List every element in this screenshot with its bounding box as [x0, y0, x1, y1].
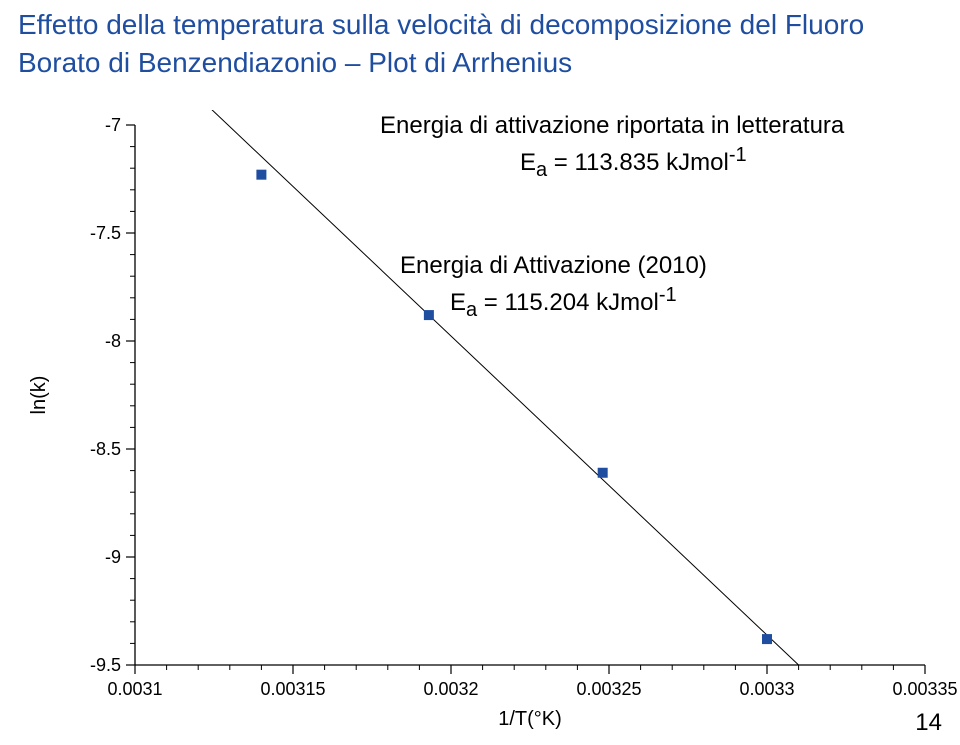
note-literature: Energia di attivazione riportata in lett…	[380, 110, 844, 184]
note-2010-line1: Energia di Attivazione (2010)	[400, 252, 707, 279]
svg-text:0.00315: 0.00315	[260, 679, 325, 699]
svg-text:-9.5: -9.5	[90, 655, 121, 675]
note-literature-line1: Energia di attivazione riportata in lett…	[380, 112, 844, 139]
svg-text:0.0032: 0.0032	[423, 679, 478, 699]
svg-text:0.00325: 0.00325	[576, 679, 641, 699]
svg-text:-8: -8	[105, 331, 121, 351]
page-number: 14	[915, 709, 942, 737]
arrhenius-plot: 0.0031 0.00315 0.0032 0.00325 0.0033 0.00335 -…	[0, 110, 960, 745]
svg-text:-7.5: -7.5	[90, 223, 121, 243]
page-title: Effetto della temperatura sulla velocità…	[0, 0, 960, 82]
title-text: Effetto della temperatura sulla velocità…	[18, 9, 864, 78]
svg-text:0.0031: 0.0031	[107, 679, 162, 699]
svg-text:-7: -7	[105, 115, 121, 135]
note-2010: Energia di Attivazione (2010) Ea = 115.2…	[400, 250, 707, 324]
chart-container: 0.0031 0.00315 0.0032 0.00325 0.0033 0.00335 -…	[0, 110, 960, 745]
svg-text:-9: -9	[105, 547, 121, 567]
svg-text:0.0033: 0.0033	[739, 679, 794, 699]
svg-text:1/T(°K): 1/T(°K)	[498, 708, 562, 730]
svg-text:0.00335: 0.00335	[892, 679, 957, 699]
svg-text:ln(k): ln(k)	[28, 376, 50, 415]
svg-text:-8.5: -8.5	[90, 439, 121, 459]
note-2010-line2: Ea = 115.204 kJmol-1	[400, 289, 677, 316]
note-literature-line2: Ea = 113.835 kJmol-1	[380, 149, 747, 176]
